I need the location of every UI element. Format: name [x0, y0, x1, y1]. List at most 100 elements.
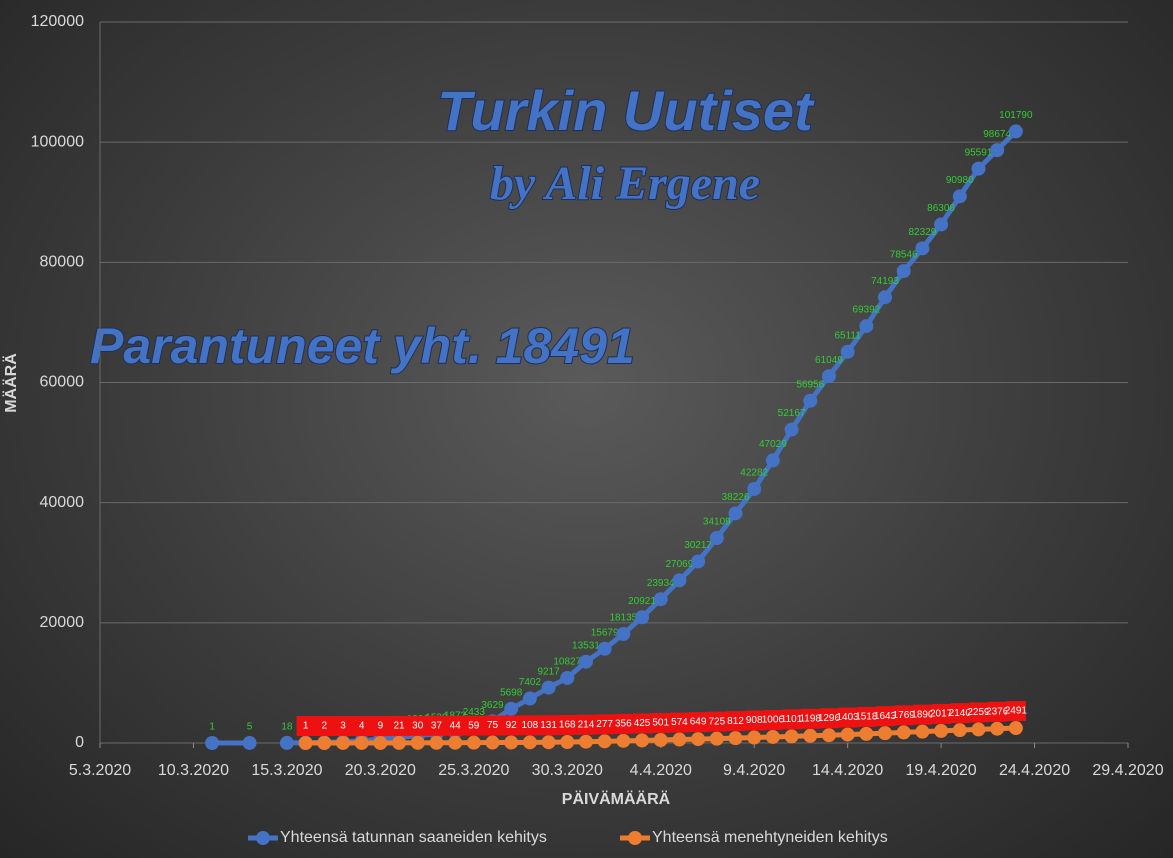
data-label: 37 — [431, 720, 443, 731]
legend-marker — [256, 831, 270, 845]
x-tick-label: 19.4.2020 — [905, 762, 976, 779]
data-label-group: 92 — [502, 715, 522, 736]
data-label: 69392 — [852, 305, 880, 316]
data-label: 95591 — [965, 147, 993, 158]
data-label-box — [296, 715, 316, 736]
data-label-box — [502, 715, 522, 736]
point — [560, 734, 575, 749]
x-tick-label: 30.3.2020 — [532, 762, 603, 779]
x-tick-label: 4.4.2020 — [630, 762, 692, 779]
point — [541, 735, 556, 750]
point — [821, 728, 836, 743]
point — [541, 680, 556, 695]
data-label-group: 1518 — [855, 706, 878, 727]
point — [859, 319, 874, 334]
data-label-box — [464, 715, 484, 736]
point — [335, 735, 350, 750]
point — [522, 691, 537, 706]
data-label-box — [819, 708, 839, 729]
point — [504, 701, 519, 716]
data-label: 908 — [746, 715, 763, 726]
point — [709, 731, 724, 746]
data-label: 725 — [708, 716, 725, 727]
data-label-box — [614, 713, 634, 734]
data-label: 214 — [578, 719, 595, 730]
y-tick-label: 120000 — [31, 13, 84, 30]
data-label: 75 — [487, 720, 499, 731]
point — [784, 729, 799, 744]
x-tick-label: 14.4.2020 — [812, 762, 883, 779]
data-label: 4 — [359, 721, 365, 732]
data-label: 277 — [596, 719, 613, 730]
data-label-group: 2140 — [949, 703, 972, 724]
point — [784, 422, 799, 437]
point — [896, 725, 911, 740]
x-tick-label: 25.3.2020 — [438, 762, 509, 779]
data-label-group: 75 — [483, 715, 503, 736]
data-label: 52167 — [778, 408, 806, 419]
data-label: 90980 — [946, 175, 974, 186]
point — [653, 592, 668, 607]
data-label: 59 — [468, 720, 480, 731]
data-label-group: 277 — [595, 714, 615, 735]
data-label-group: 812 — [726, 711, 746, 732]
point — [205, 735, 220, 750]
data-label-box — [446, 715, 466, 736]
data-label: 1769 — [893, 710, 916, 721]
data-label-group: 1198 — [799, 708, 821, 729]
data-label-group: 1101 — [781, 709, 803, 730]
legend-label: Yhteensä menehtyneiden kehitys — [652, 829, 888, 846]
point — [859, 726, 874, 741]
data-label: 1643 — [874, 711, 897, 722]
legend-marker — [628, 831, 642, 845]
point — [803, 728, 818, 743]
point — [728, 506, 743, 521]
data-label-group: 908 — [745, 710, 765, 731]
point — [878, 726, 893, 741]
point — [597, 641, 612, 656]
data-label-box — [483, 715, 503, 736]
point — [317, 735, 332, 750]
data-label-group: 1403 — [837, 707, 859, 728]
data-label: 1101 — [781, 714, 803, 725]
data-label-box — [857, 706, 877, 727]
data-label: 61049 — [815, 355, 843, 366]
data-label: 7402 — [519, 677, 542, 688]
data-label-box — [838, 707, 858, 728]
point — [952, 189, 967, 204]
data-label-group: 214 — [576, 714, 596, 735]
data-label-box — [1006, 701, 1026, 722]
data-label-box — [558, 714, 578, 735]
data-label-box — [520, 715, 540, 736]
series-line — [212, 129, 1018, 746]
data-label-box — [745, 710, 765, 731]
data-label-box — [576, 714, 596, 735]
point — [934, 723, 949, 738]
data-label-box — [539, 715, 559, 736]
data-label-group: 1769 — [893, 705, 916, 726]
data-label-box — [763, 709, 783, 730]
data-label-box — [726, 711, 746, 732]
data-label-group: 59 — [464, 715, 484, 736]
data-label-box — [390, 715, 410, 736]
data-label: 2 — [322, 721, 328, 732]
point — [466, 735, 481, 750]
data-label: 1 — [303, 721, 309, 732]
point — [691, 732, 706, 747]
point — [410, 735, 425, 750]
data-label-group: 108 — [520, 715, 540, 736]
data-label: 168 — [559, 720, 576, 731]
data-label-box — [371, 715, 391, 736]
point — [354, 735, 369, 750]
point — [242, 735, 257, 750]
data-label: 92 — [506, 720, 518, 731]
point — [934, 217, 949, 232]
point — [840, 344, 855, 359]
point — [560, 670, 575, 685]
data-label-box — [651, 712, 671, 733]
data-label: 15679 — [591, 627, 619, 638]
point — [728, 731, 743, 746]
data-label: 2140 — [949, 708, 972, 719]
data-label: 574 — [671, 717, 688, 728]
data-label-group: 30 — [408, 715, 428, 736]
